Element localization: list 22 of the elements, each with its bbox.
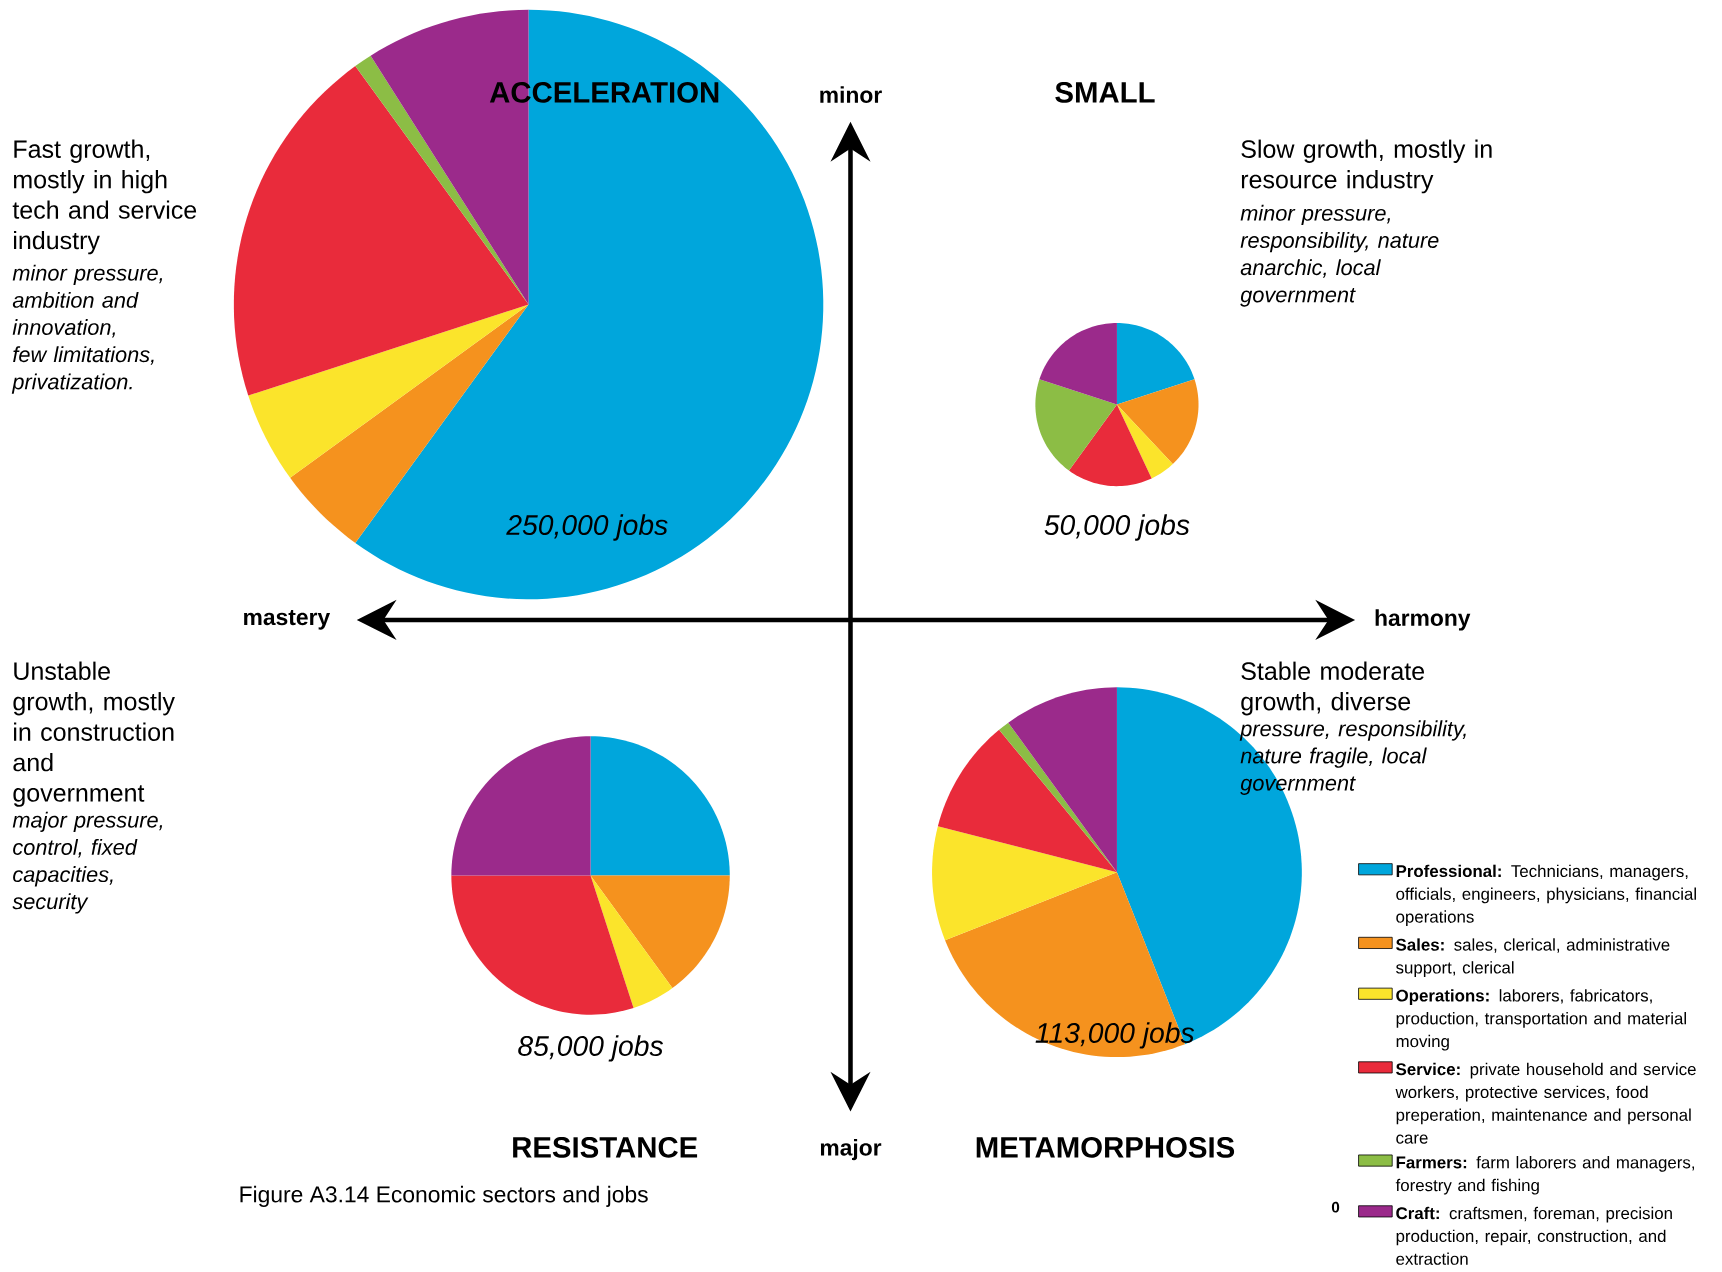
text: Unstable growth, mostly in construction and government [13,661,175,807]
chart-title: SMALL [1055,82,1155,103]
text: 85,000 jobs [518,1035,664,1062]
caption: Figure A3.14 Economic sectors and jobs [240,1185,648,1208]
text: METAMORPHOSIS [976,1137,1235,1158]
text: harmony [1375,609,1471,631]
text: major pressure, control, fixed capacities, security [12,811,163,914]
text: minor pressure, responsibility, nature anarchic, local government [1240,204,1439,307]
text: minor pressure, ambition and innovation, few limitations, privatization. [11,264,163,394]
text: major [820,1139,882,1161]
legend-label: Craft: craftsmen, foreman, precision production, repair, construction, and extraction [1396,1206,1672,1265]
text: mastery [244,610,331,630]
text: minor [820,86,882,104]
legend-label: Farmers: farm laborers and managers, forestry and fishing [1395,1156,1695,1195]
text: Fast growth, mostly in high tech and service industry [12,139,197,255]
text: RESISTANCE [513,1137,698,1158]
text: 250,000 jobs [506,514,668,541]
text: 0 [1331,1201,1340,1213]
legend-label: Operations: laborers, fabricators, production, transportation and material moving [1396,989,1686,1051]
text: 50,000 jobs [1044,514,1190,541]
text: Stable moderate growth, diverse [1241,661,1425,716]
text: Slow growth, mostly in resource industry [1241,139,1492,194]
